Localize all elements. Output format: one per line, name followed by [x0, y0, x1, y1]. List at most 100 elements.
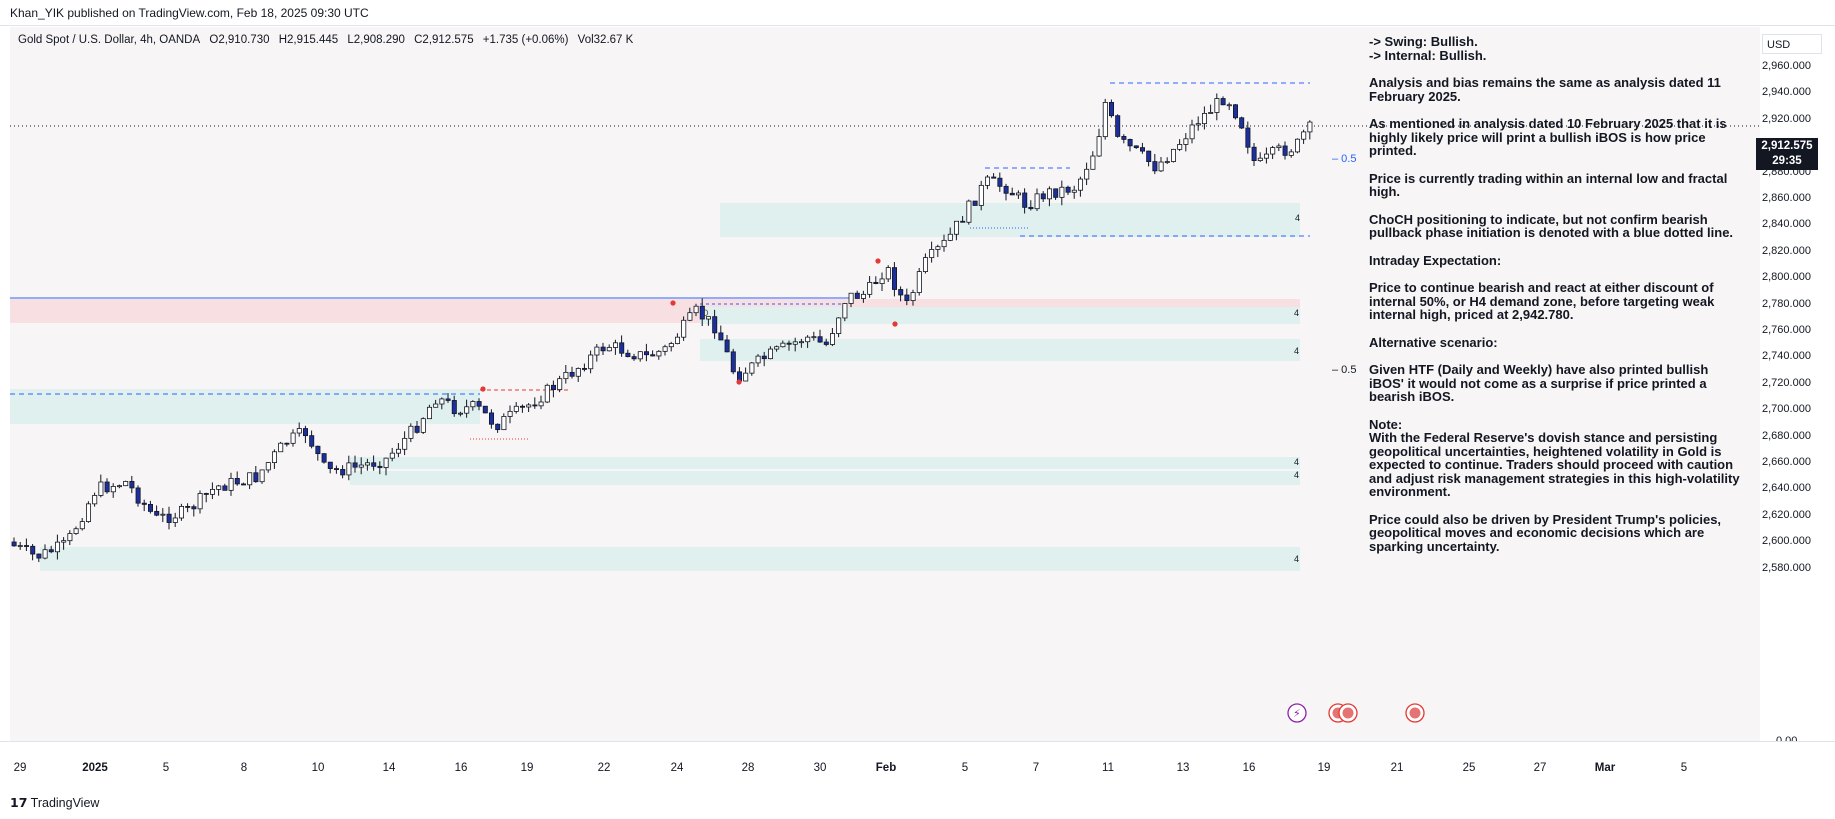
candle-body	[513, 405, 519, 412]
candle-body	[495, 423, 501, 431]
candle-body	[358, 464, 364, 468]
time-tick-label: 29	[13, 762, 27, 774]
candle-body	[625, 352, 631, 358]
candle-body	[768, 348, 774, 360]
note-p8: Given HTF (Daily and Weekly) have also p…	[1369, 362, 1709, 404]
candle-body	[1115, 115, 1121, 137]
candle-body	[265, 462, 271, 471]
candle-body	[1109, 102, 1115, 117]
demand-zone	[350, 471, 1300, 485]
candle-body	[724, 339, 730, 353]
candle-body	[61, 540, 67, 543]
candle-body	[135, 487, 141, 504]
candle-body	[17, 545, 23, 547]
candle-body	[823, 341, 829, 345]
candle-body	[941, 239, 947, 248]
candle-body	[1090, 155, 1096, 170]
price-tick-label: 2,720.000	[1762, 376, 1811, 389]
time-tick-label: 5	[1680, 762, 1688, 774]
symbol-name[interactable]: Gold Spot / U.S. Dollar, 4h, OANDA	[18, 34, 201, 46]
candle-body	[600, 346, 606, 352]
candlestick-chart[interactable]: – 0.5 – 0.5 4 4 4 4 4 4 D ⚡	[10, 27, 1760, 741]
candle-body	[631, 356, 637, 360]
candle-body	[371, 462, 377, 467]
candle-body	[662, 346, 668, 352]
candle-body	[650, 354, 656, 357]
bar-countdown: 29:35	[1772, 155, 1802, 167]
price-tick-label: 2,840.000	[1762, 218, 1811, 231]
candle-body	[885, 267, 891, 280]
chart-plot-area[interactable]: – 0.5 – 0.5 4 4 4 4 4 4 D ⚡	[10, 27, 1760, 741]
demand-zone	[700, 339, 1300, 361]
candle-body	[755, 355, 761, 364]
candle-body	[402, 437, 408, 450]
lightning-event-icon	[1287, 703, 1307, 723]
time-tick-label: 30	[813, 762, 827, 774]
candle-body	[203, 493, 209, 495]
publish-bar: Khan_YIK published on TradingView.com, F…	[0, 0, 1835, 26]
us-flag-icon	[1342, 707, 1354, 719]
swing-point-marker	[670, 300, 676, 306]
candle-body	[470, 401, 476, 408]
candle-body	[327, 461, 333, 469]
candle-body	[954, 220, 960, 235]
candle-body	[1164, 161, 1170, 163]
candle-body	[1195, 123, 1201, 126]
candle-body	[1065, 186, 1071, 193]
candle-body	[117, 485, 123, 488]
candle-body	[1295, 138, 1301, 153]
candle-body	[1245, 127, 1251, 148]
candle-body	[712, 316, 718, 334]
demand-zone	[40, 547, 1300, 571]
candle-body	[1053, 188, 1059, 198]
candle-body	[1127, 139, 1133, 147]
candle-body	[575, 368, 581, 377]
candle-body	[166, 513, 172, 523]
candle-body	[364, 462, 370, 466]
candle-body	[23, 545, 29, 547]
candle-body	[104, 481, 110, 493]
note-p7: Alternative scenario:	[1369, 334, 1498, 350]
candle-body	[582, 368, 588, 370]
price-tick-label: 2,680.000	[1762, 429, 1811, 442]
candle-body	[98, 481, 104, 496]
candle-body	[892, 267, 898, 290]
candle-body	[445, 398, 451, 401]
price-tick-label: 2,820.000	[1762, 244, 1811, 257]
time-tick-label: 28	[741, 762, 755, 774]
candle-body	[11, 541, 17, 547]
time-tick-label: 5	[961, 762, 969, 774]
zone-label: 4	[1294, 470, 1299, 480]
candle-body	[693, 305, 699, 314]
zone-label: 4	[1294, 457, 1299, 467]
candle-body	[854, 292, 860, 299]
candle-body	[830, 333, 836, 345]
zone-label: 4	[1295, 213, 1300, 223]
note-p6: Price to continue bearish and react at e…	[1369, 280, 1715, 322]
candle-body	[247, 472, 253, 486]
zone-label: 4	[1294, 308, 1299, 318]
candle-body	[594, 346, 600, 356]
candle-body	[309, 435, 315, 447]
tradingview-footer: 17 TradingView	[10, 795, 99, 810]
candle-body	[408, 425, 414, 439]
candle-body	[141, 502, 147, 505]
candle-body	[1047, 188, 1053, 200]
candle-body	[1239, 117, 1245, 129]
time-tick-label: 19	[520, 762, 534, 774]
candle-body	[929, 249, 935, 259]
candle-body	[290, 432, 296, 444]
currency-selector[interactable]: USD	[1762, 34, 1822, 54]
candle-body	[488, 412, 494, 425]
candle-body	[1288, 151, 1294, 156]
candle-body	[147, 503, 153, 512]
candle-body	[799, 341, 805, 344]
analysis-notes: -> Swing: Bullish. -> Internal: Bullish.…	[1369, 35, 1744, 567]
candle-body	[805, 336, 811, 343]
candle-body	[991, 176, 997, 179]
time-tick-label: 8	[240, 762, 248, 774]
candle-body	[898, 289, 904, 296]
time-axis[interactable]	[0, 741, 1835, 792]
candle-body	[1102, 102, 1108, 138]
candle-body	[315, 445, 321, 455]
